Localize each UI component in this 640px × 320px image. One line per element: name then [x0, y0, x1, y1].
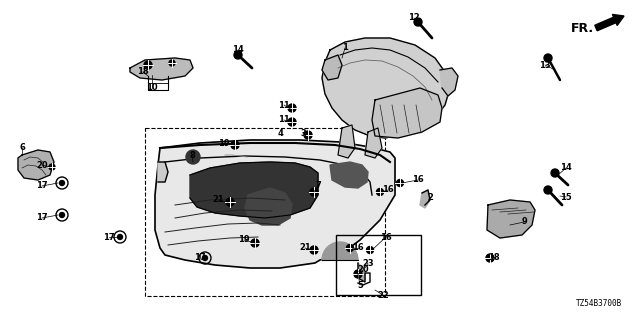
Wedge shape	[322, 242, 358, 260]
Text: 17: 17	[103, 233, 115, 242]
Text: 22: 22	[377, 291, 389, 300]
Text: 14: 14	[560, 164, 572, 172]
Text: 18: 18	[137, 68, 149, 76]
Text: 14: 14	[232, 45, 244, 54]
Circle shape	[304, 131, 312, 139]
Text: 5: 5	[357, 281, 363, 290]
Polygon shape	[245, 188, 292, 225]
Circle shape	[367, 246, 374, 253]
Text: 17: 17	[36, 181, 48, 190]
Circle shape	[144, 61, 152, 69]
Circle shape	[60, 212, 65, 218]
Text: 19: 19	[218, 139, 230, 148]
Circle shape	[310, 188, 318, 196]
Polygon shape	[338, 125, 355, 158]
Polygon shape	[372, 88, 442, 138]
Circle shape	[288, 118, 296, 126]
Polygon shape	[330, 162, 368, 188]
Text: 8: 8	[189, 150, 195, 159]
Text: 2: 2	[427, 193, 433, 202]
Polygon shape	[322, 55, 342, 80]
Text: 16: 16	[380, 233, 392, 242]
Circle shape	[310, 246, 318, 254]
Polygon shape	[420, 190, 430, 208]
Circle shape	[376, 188, 383, 196]
Polygon shape	[158, 162, 168, 182]
Polygon shape	[440, 68, 458, 96]
Text: FR.: FR.	[571, 22, 594, 35]
Circle shape	[354, 270, 362, 278]
Text: TZ54B3700B: TZ54B3700B	[576, 299, 622, 308]
Circle shape	[226, 198, 234, 206]
Circle shape	[544, 54, 552, 62]
Text: 16: 16	[352, 244, 364, 252]
Text: 21: 21	[299, 244, 311, 252]
Circle shape	[486, 254, 494, 262]
Text: 13: 13	[539, 60, 551, 69]
Circle shape	[118, 235, 122, 239]
Text: 12: 12	[408, 13, 420, 22]
Text: 6: 6	[19, 143, 25, 153]
Circle shape	[231, 141, 239, 149]
Text: 4: 4	[278, 129, 284, 138]
Polygon shape	[130, 58, 193, 80]
Circle shape	[397, 180, 403, 187]
Circle shape	[288, 104, 296, 112]
Text: 7: 7	[315, 180, 321, 189]
Bar	[336, 235, 421, 295]
Polygon shape	[358, 263, 365, 280]
Circle shape	[544, 186, 552, 194]
Text: 20: 20	[36, 161, 48, 170]
Polygon shape	[155, 140, 395, 268]
FancyArrow shape	[595, 14, 624, 31]
Circle shape	[234, 51, 242, 59]
Text: 15: 15	[560, 193, 572, 202]
Text: 3: 3	[300, 129, 306, 138]
Text: 21: 21	[212, 196, 224, 204]
Polygon shape	[365, 128, 382, 158]
Polygon shape	[190, 162, 318, 218]
Text: 11: 11	[278, 116, 290, 124]
Text: 10: 10	[146, 84, 158, 92]
Polygon shape	[18, 150, 54, 180]
Bar	[145, 128, 385, 296]
Circle shape	[251, 239, 259, 247]
Circle shape	[60, 180, 65, 186]
Polygon shape	[487, 200, 535, 238]
Text: 20: 20	[357, 266, 369, 275]
Circle shape	[346, 244, 353, 252]
Circle shape	[186, 150, 200, 164]
Text: 16: 16	[412, 175, 424, 185]
Text: 1: 1	[342, 44, 348, 52]
Polygon shape	[322, 38, 450, 138]
Circle shape	[551, 169, 559, 177]
Text: 19: 19	[238, 236, 250, 244]
Text: 9: 9	[521, 218, 527, 227]
Circle shape	[169, 60, 175, 66]
Text: 17: 17	[36, 213, 48, 222]
Text: 17: 17	[194, 253, 206, 262]
Text: 18: 18	[488, 253, 500, 262]
Text: 11: 11	[278, 100, 290, 109]
Circle shape	[49, 164, 55, 170]
Text: 16: 16	[382, 186, 394, 195]
Circle shape	[414, 18, 422, 26]
Text: 23: 23	[362, 259, 374, 268]
Circle shape	[202, 255, 207, 260]
